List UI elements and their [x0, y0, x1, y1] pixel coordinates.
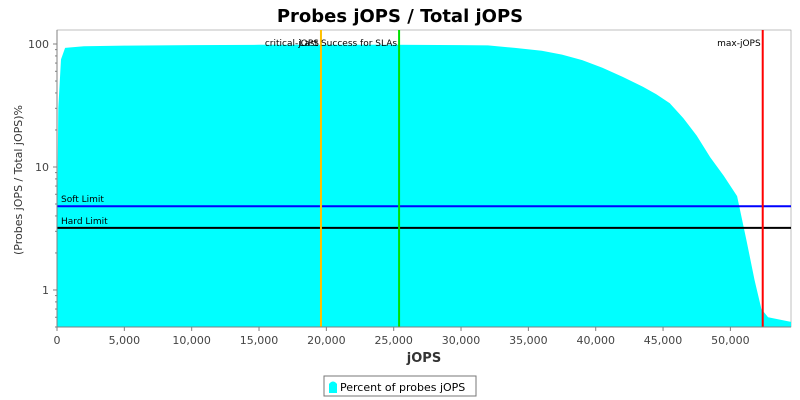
legend-label: Percent of probes jOPS [340, 381, 465, 394]
limit-label-0: Soft Limit [61, 195, 104, 205]
marker-label-0: critical-jOPS [265, 39, 319, 49]
legend-swatch-icon [329, 381, 337, 393]
legend: Percent of probes jOPS [323, 375, 477, 397]
area-layer [57, 44, 791, 328]
x-tick-label: 10,000 [172, 334, 211, 347]
y-tick-label: 100 [28, 38, 49, 51]
x-tick-label: 40,000 [576, 334, 615, 347]
x-tick-label: 50,000 [711, 334, 750, 347]
x-tick-label: 20,000 [307, 334, 346, 347]
y-tick-label: 10 [35, 161, 49, 174]
x-tick-label: 25,000 [374, 334, 413, 347]
legend-box [323, 375, 477, 397]
chart-title: Probes jOPS / Total jOPS [277, 6, 523, 27]
x-tick-label: 15,000 [240, 334, 279, 347]
x-tick-label: 45,000 [644, 334, 683, 347]
x-tick-label: 35,000 [509, 334, 548, 347]
limit-label-1: Hard Limit [61, 217, 108, 227]
x-axis-label: jOPS [406, 351, 441, 366]
x-tick-label: 30,000 [442, 334, 481, 347]
marker-label-1: Last Success for SLAs [299, 39, 397, 49]
x-tick-label: 0 [54, 334, 61, 347]
x-tick-label: 5,000 [109, 334, 141, 347]
area-series-0 [57, 44, 791, 328]
limit-layer: Soft Limit Hard Limit [57, 195, 791, 229]
y-tick-label: 1 [42, 284, 49, 297]
marker-label-2: max-jOPS [717, 39, 761, 49]
axis-layer: 0 5,000 10,000 15,000 20,000 25,000 30,000 35,0… [28, 30, 791, 347]
y-axis-label: (Probes jOPS / Total jOPS)% [12, 105, 25, 255]
